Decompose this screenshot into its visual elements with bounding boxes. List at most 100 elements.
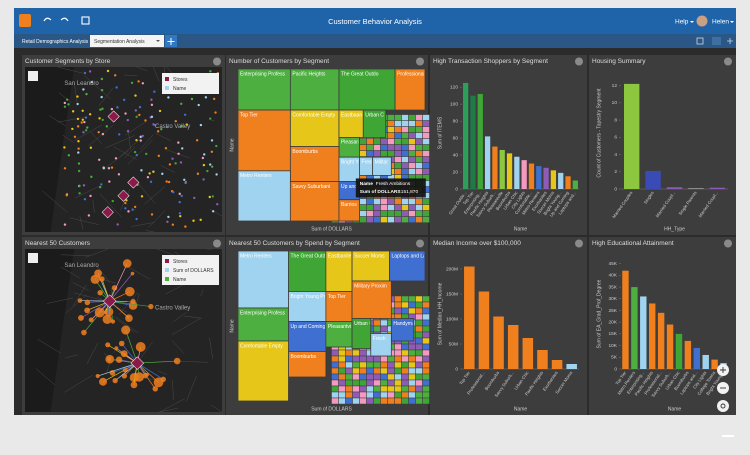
small-tile: [373, 391, 381, 399]
y-axis-label: Sum of Median_HH_Income: [437, 282, 443, 345]
customer-dot: [77, 162, 81, 165]
active-tab[interactable]: [90, 35, 164, 47]
customer-bubble: [130, 271, 135, 276]
small-tile: [415, 210, 423, 217]
small-tile: [422, 397, 430, 405]
small-tile: [415, 138, 423, 145]
place-label: San Leandro: [64, 81, 99, 87]
small-tile: [380, 144, 388, 151]
customer-dot: [199, 123, 203, 127]
undo-icon[interactable]: [43, 17, 52, 22]
card-menu[interactable]: [575, 57, 583, 66]
layout-icon[interactable]: [696, 37, 704, 45]
small-tile: [401, 144, 409, 151]
y-tick-label: 10K: [608, 343, 617, 349]
small-tile: [345, 349, 353, 357]
card-menu[interactable]: [724, 239, 732, 248]
customer-dot: [203, 153, 206, 156]
customer-dot: [181, 147, 184, 150]
road: [74, 124, 103, 141]
small-tile: [415, 162, 423, 169]
y-tick-label: 2: [614, 169, 617, 175]
card-menu[interactable]: [724, 57, 732, 66]
settings[interactable]: [717, 400, 729, 412]
small-tile: [394, 397, 402, 405]
spoke: [97, 362, 138, 377]
road: [172, 380, 174, 400]
small-tile: [331, 397, 339, 405]
home-button[interactable]: [28, 253, 38, 263]
customer-dot: [152, 123, 155, 126]
home-button[interactable]: [28, 71, 38, 81]
share-icon[interactable]: [727, 38, 733, 44]
customer-dot: [131, 208, 134, 211]
small-tile: [415, 120, 423, 127]
small-tile: [380, 367, 388, 375]
small-tile: [415, 397, 423, 405]
redo-icon[interactable]: [60, 17, 69, 22]
small-tile: [387, 138, 395, 145]
small-tile: [394, 156, 402, 163]
small-tile: [422, 379, 430, 387]
customer-dot: [138, 105, 142, 109]
card-menu[interactable]: [416, 57, 424, 66]
treemap-tile: [289, 109, 340, 147]
customer-dot: [138, 113, 141, 117]
small-tile: [366, 204, 374, 211]
road: [42, 190, 68, 213]
tile-label: Up and Coming: [290, 324, 325, 330]
small-tile: [373, 361, 381, 369]
small-tile: [408, 385, 416, 393]
customer-dot: [86, 126, 89, 129]
tile-label: Bright Young Profes: [290, 294, 335, 300]
customer-dot: [160, 127, 163, 131]
customer-dot: [134, 94, 137, 97]
road: [73, 284, 87, 306]
road: [65, 354, 79, 359]
card-menu[interactable]: [416, 239, 424, 248]
card-menu[interactable]: [213, 57, 221, 66]
x-axis-label: Sum of DOLLARS: [311, 406, 352, 412]
user-menu[interactable]: Helen: [712, 19, 729, 26]
grid-icon[interactable]: [712, 37, 721, 45]
plus-icon: [720, 367, 726, 373]
customer-dot: [63, 223, 67, 226]
small-tile: [422, 361, 430, 369]
small-tile: [359, 361, 367, 369]
small-tile: [408, 391, 416, 399]
customer-dot: [150, 115, 154, 119]
customer-dot: [76, 117, 80, 121]
customer-bubble: [84, 299, 91, 306]
help-menu[interactable]: Help: [675, 19, 689, 26]
small-tile: [408, 216, 416, 223]
small-tile: [415, 367, 423, 375]
small-tile: [380, 216, 388, 223]
tile-label: Handyma: [393, 321, 415, 327]
treemap-tile: [325, 291, 353, 322]
small-tile: [408, 138, 416, 145]
app-logo[interactable]: [19, 14, 31, 27]
card-menu[interactable]: [213, 239, 221, 248]
small-tile: [422, 313, 430, 321]
customer-dot: [211, 210, 215, 213]
customer-dot: [126, 118, 129, 122]
small-tile: [422, 295, 430, 303]
y-tick-label: 8: [614, 117, 617, 123]
legend: [162, 73, 219, 94]
customer-dot: [150, 103, 154, 107]
customer-bubble: [122, 367, 128, 373]
save-icon[interactable]: [81, 16, 90, 25]
customer-dot: [139, 139, 142, 142]
avatar[interactable]: [696, 15, 708, 27]
bar: [521, 160, 527, 189]
customer-dot: [216, 202, 219, 206]
bar: [566, 364, 577, 369]
card-menu[interactable]: [575, 239, 583, 248]
tab-label[interactable]: Segmentation Analysis: [94, 39, 145, 45]
small-tile: [401, 162, 409, 169]
customer-dot: [89, 146, 93, 149]
customer-dot: [178, 192, 181, 196]
small-tile: [359, 397, 367, 405]
customer-dot: [137, 80, 140, 83]
tab[interactable]: Retail Demographics Analysis: [22, 39, 89, 45]
